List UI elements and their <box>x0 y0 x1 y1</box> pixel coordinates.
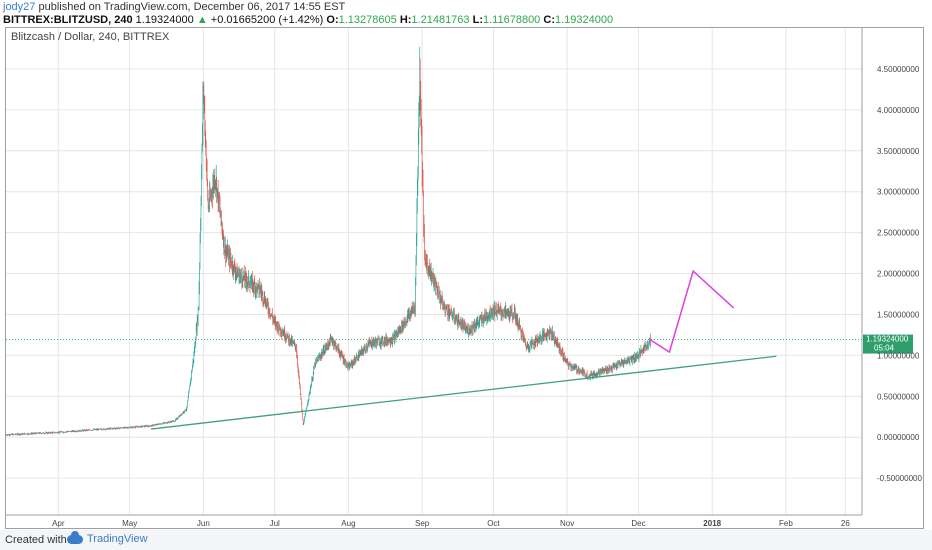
chart-frame <box>5 27 924 529</box>
last-price: 1.19324000 <box>135 14 194 26</box>
y-tick-label: 2.50000000 <box>877 229 920 238</box>
author-link[interactable]: jody27 <box>3 1 36 13</box>
y-tick-label: 4.50000000 <box>877 65 920 74</box>
x-tick-label: 2018 <box>703 519 721 528</box>
x-tick-label: Nov <box>560 519 574 528</box>
x-tick-label: Jul <box>270 519 280 528</box>
high-value: 1.21481763 <box>411 14 470 26</box>
x-tick-label: Dec <box>631 519 645 528</box>
y-tick-label: 3.50000000 <box>877 147 920 156</box>
symbol-ohlc-line: BITTREX:BLITZUSD, 240 1.19324000 ▲ +0.01… <box>3 14 613 26</box>
low-label: L: <box>472 14 483 26</box>
created-with-text: Created with <box>5 534 67 546</box>
published-text: published on TradingView.com, December 0… <box>38 1 346 13</box>
tradingview-link[interactable]: TradingView <box>67 530 148 545</box>
low-value: 1.11678800 <box>483 14 541 26</box>
last-price-tag-bg <box>863 334 913 354</box>
publication-header: jody27 published on TradingView.com, Dec… <box>3 1 345 13</box>
open-label: O: <box>326 14 339 26</box>
y-tick-label: 0.50000000 <box>877 392 920 401</box>
y-tick-label: 1.50000000 <box>877 310 920 319</box>
y-tick-label: 4.00000000 <box>877 106 920 115</box>
y-tick-label: 1.00000000 <box>877 351 920 360</box>
x-tick-label: 26 <box>841 519 850 528</box>
high-label: H: <box>399 14 412 26</box>
y-tick-label: 0.00000000 <box>877 433 920 442</box>
x-tick-label: Oct <box>487 519 500 528</box>
x-tick-label: Sep <box>415 519 430 528</box>
symbol-label: BITTREX:BLITZUSD, 240 <box>3 14 133 26</box>
x-tick-label: May <box>122 519 137 528</box>
tradingview-brand: TradingView <box>87 533 148 545</box>
close-value: 1.19324000 <box>554 14 614 26</box>
open-value: 1.13278605 <box>338 14 397 26</box>
last-price-tag: 1.19324000 <box>866 335 909 344</box>
y-tick-label: 2.00000000 <box>877 270 920 279</box>
footer: Created with TradingView <box>0 530 932 550</box>
x-tick-label: Feb <box>779 519 793 528</box>
projection-path <box>649 269 735 354</box>
x-tick-label: Jun <box>197 519 210 528</box>
y-tick-label: -0.50000000 <box>877 474 922 483</box>
chart-title: Blitzcash / Dollar, 240, BITTREX <box>11 31 170 43</box>
support-trendline <box>150 355 777 430</box>
x-tick-label: Apr <box>52 519 65 528</box>
tradingview-cloud-icon <box>67 530 83 544</box>
countdown-tag: 05:04 <box>874 344 895 353</box>
close-label: C: <box>543 14 555 26</box>
price-change: +0.01665200 (+1.42%) <box>210 14 324 26</box>
up-arrow-icon: ▲ <box>196 14 208 26</box>
x-tick-label: Aug <box>341 519 355 528</box>
y-tick-label: 3.00000000 <box>877 188 920 197</box>
